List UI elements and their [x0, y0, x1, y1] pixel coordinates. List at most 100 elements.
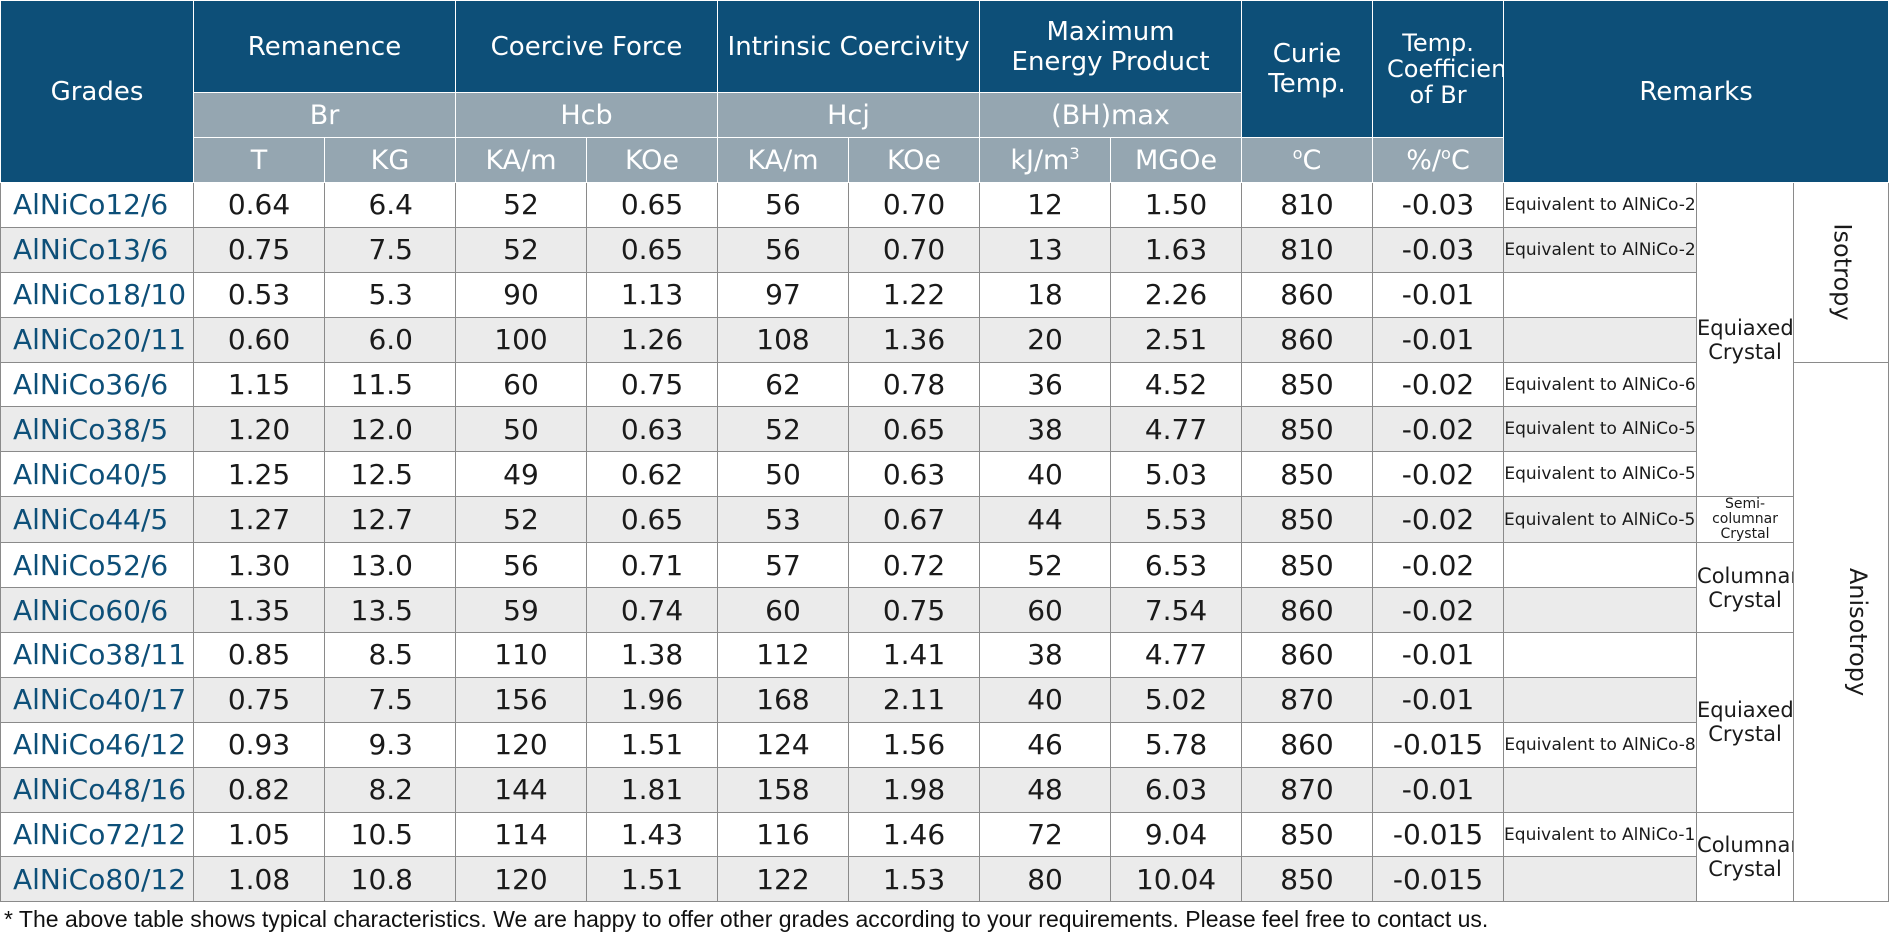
grade-cell: AlNiCo60/6 [0, 587, 194, 634]
hcb-koe-cell: 0.65 [586, 182, 718, 228]
bh-mgoe-cell: 2.51 [1110, 316, 1243, 363]
curie-temp-cell: 860 [1241, 632, 1374, 678]
crystal-structure-group: Equiaxed Crystal [1696, 632, 1795, 813]
table-row: AlNiCo13/6 0.75 7.5 52 0.65 56 0.70 13 1.63 810 -0… [0, 226, 1889, 273]
header-max-energy-product: Maximum Energy Product [979, 0, 1243, 93]
bh-mgoe-cell: 4.52 [1110, 361, 1243, 408]
hcb-kam-cell: 52 [455, 226, 587, 273]
table-row: AlNiCo48/16 0.82 8.2 144 1.81 158 1.98 48 6.03 87… [0, 766, 1889, 813]
header-intrinsic-coercivity: Intrinsic Coercivity [716, 0, 981, 93]
bh-mgoe-cell: 5.53 [1110, 496, 1243, 544]
grade-cell: AlNiCo38/11 [0, 632, 194, 678]
bh-kj-cell: 40 [979, 676, 1112, 723]
br-t-cell: 0.82 [193, 766, 325, 813]
curie-temp-cell: 810 [1241, 182, 1374, 228]
hcj-kam-cell: 57 [717, 542, 849, 589]
remark-cell: Equivalent to AlNiCo-5DG [1503, 496, 1698, 544]
grade-cell: AlNiCo18/10 [0, 271, 194, 318]
unit-hcb-kam: KA/m [455, 137, 587, 183]
remark-cell [1503, 676, 1698, 723]
hcj-kam-cell: 168 [717, 676, 849, 723]
br-t-cell: 0.75 [193, 676, 325, 723]
hcb-kam-cell: 100 [455, 316, 587, 363]
unit-hcj-koe: KOe [847, 137, 981, 183]
table-row: AlNiCo60/6 1.35 13.5 59 0.74 60 0.75 60 7.54 860-… [0, 587, 1889, 634]
bh-mgoe-cell: 5.78 [1110, 721, 1243, 768]
bh-mgoe-cell: 6.53 [1110, 542, 1243, 589]
hcj-kam-cell: 56 [717, 182, 849, 228]
hcb-kam-cell: 110 [455, 632, 587, 678]
remark-cell [1503, 271, 1698, 318]
table-row: AlNiCo46/12 0.93 9.3 120 1.51 124 1.56 46 5.78 86… [0, 721, 1889, 768]
header-remarks: Remarks [1503, 0, 1889, 183]
unit-percent-base: %/ [1406, 144, 1442, 176]
header-temp-coefficient: Temp. Coefficient of Br [1372, 0, 1505, 138]
table-row: AlNiCo44/5 1.27 12.7 52 0.65 53 0.67 44 5.53 850-… [0, 496, 1889, 544]
anisotropy-group: Anisotropy [1793, 361, 1889, 903]
br-t-cell: 1.05 [193, 811, 325, 858]
br-kg-cell: 12.0 [324, 406, 456, 453]
hcj-kam-cell: 97 [717, 271, 849, 318]
hcb-kam-cell: 50 [455, 406, 587, 453]
bh-mgoe-cell: 4.77 [1110, 632, 1243, 678]
curie-temp-cell: 850 [1241, 361, 1374, 408]
temp-coefficient-cell: -0.02 [1372, 542, 1505, 589]
hcb-kam-cell: 56 [455, 542, 587, 589]
hcb-koe-cell: 0.62 [586, 451, 718, 498]
hcb-koe-cell: 1.51 [586, 721, 718, 768]
bh-kj-cell: 38 [979, 632, 1112, 678]
bh-kj-cell: 46 [979, 721, 1112, 768]
remark-cell [1503, 632, 1698, 678]
bh-mgoe-cell: 1.63 [1110, 226, 1243, 273]
bh-kj-cell: 38 [979, 406, 1112, 453]
hcj-koe-cell: 2.11 [847, 676, 981, 723]
hcb-koe-cell: 1.51 [586, 856, 718, 903]
bh-kj-cell: 13 [979, 226, 1112, 273]
br-kg-cell: 8.2 [324, 766, 456, 813]
remark-cell: Equivalent to AlNiCo-6 [1503, 361, 1698, 408]
grade-cell: AlNiCo46/12 [0, 721, 194, 768]
temp-coefficient-cell: -0.02 [1372, 496, 1505, 544]
unit-hcj-kam: KA/m [717, 137, 849, 183]
bh-kj-cell: 60 [979, 587, 1112, 634]
bh-mgoe-cell: 2.26 [1110, 271, 1243, 318]
table-row: AlNiCo12/6 0.64 6.4 52 0.65 56 0.70 12 1.50 810 -0… [0, 181, 1889, 498]
hcb-kam-cell: 52 [455, 182, 587, 228]
temp-coefficient-cell: -0.015 [1372, 811, 1505, 858]
hcj-koe-cell: 0.65 [847, 406, 981, 453]
hcb-kam-cell: 114 [455, 811, 587, 858]
table-row: AlNiCo40/17 0.75 7.5 156 1.96 168 2.11 40 5.02 87… [0, 676, 1889, 723]
grade-cell: AlNiCo52/6 [0, 542, 194, 589]
br-kg-cell: 7.5 [324, 226, 456, 273]
remark-cell: Equivalent to AlNiCo-5 [1503, 406, 1698, 453]
br-kg-cell: 6.4 [324, 182, 456, 228]
hcj-kam-cell: 122 [717, 856, 849, 903]
temp-coefficient-cell: -0.03 [1372, 182, 1505, 228]
bh-kj-cell: 80 [979, 856, 1112, 903]
crystal-structure-group: Equiaxed Crystal [1696, 181, 1795, 498]
grade-cell: AlNiCo72/12 [0, 811, 194, 858]
hcb-koe-cell: 1.38 [586, 632, 718, 678]
br-kg-cell: 12.5 [324, 451, 456, 498]
unit-celsius: oC [1241, 137, 1374, 183]
grade-cell: AlNiCo40/5 [0, 451, 194, 498]
crystal-structure-group: Semi-columnar Crystal [1696, 496, 1795, 544]
bh-mgoe-cell: 5.02 [1110, 676, 1243, 723]
temp-coefficient-cell: -0.02 [1372, 451, 1505, 498]
bh-mgoe-cell: 7.54 [1110, 587, 1243, 634]
hcj-kam-cell: 62 [717, 361, 849, 408]
bh-kj-cell: 52 [979, 542, 1112, 589]
hcj-kam-cell: 112 [717, 632, 849, 678]
hcj-kam-cell: 116 [717, 811, 849, 858]
br-kg-cell: 6.0 [324, 316, 456, 363]
temp-coefficient-cell: -0.015 [1372, 721, 1505, 768]
hcj-koe-cell: 1.53 [847, 856, 981, 903]
curie-temp-cell: 870 [1241, 676, 1374, 723]
br-t-cell: 1.25 [193, 451, 325, 498]
subheader-br: Br [193, 92, 456, 138]
br-kg-cell: 10.8 [324, 856, 456, 903]
br-t-cell: 1.20 [193, 406, 325, 453]
remark-cell [1503, 856, 1698, 903]
bh-kj-cell: 12 [979, 182, 1112, 228]
temp-coefficient-cell: -0.02 [1372, 361, 1505, 408]
